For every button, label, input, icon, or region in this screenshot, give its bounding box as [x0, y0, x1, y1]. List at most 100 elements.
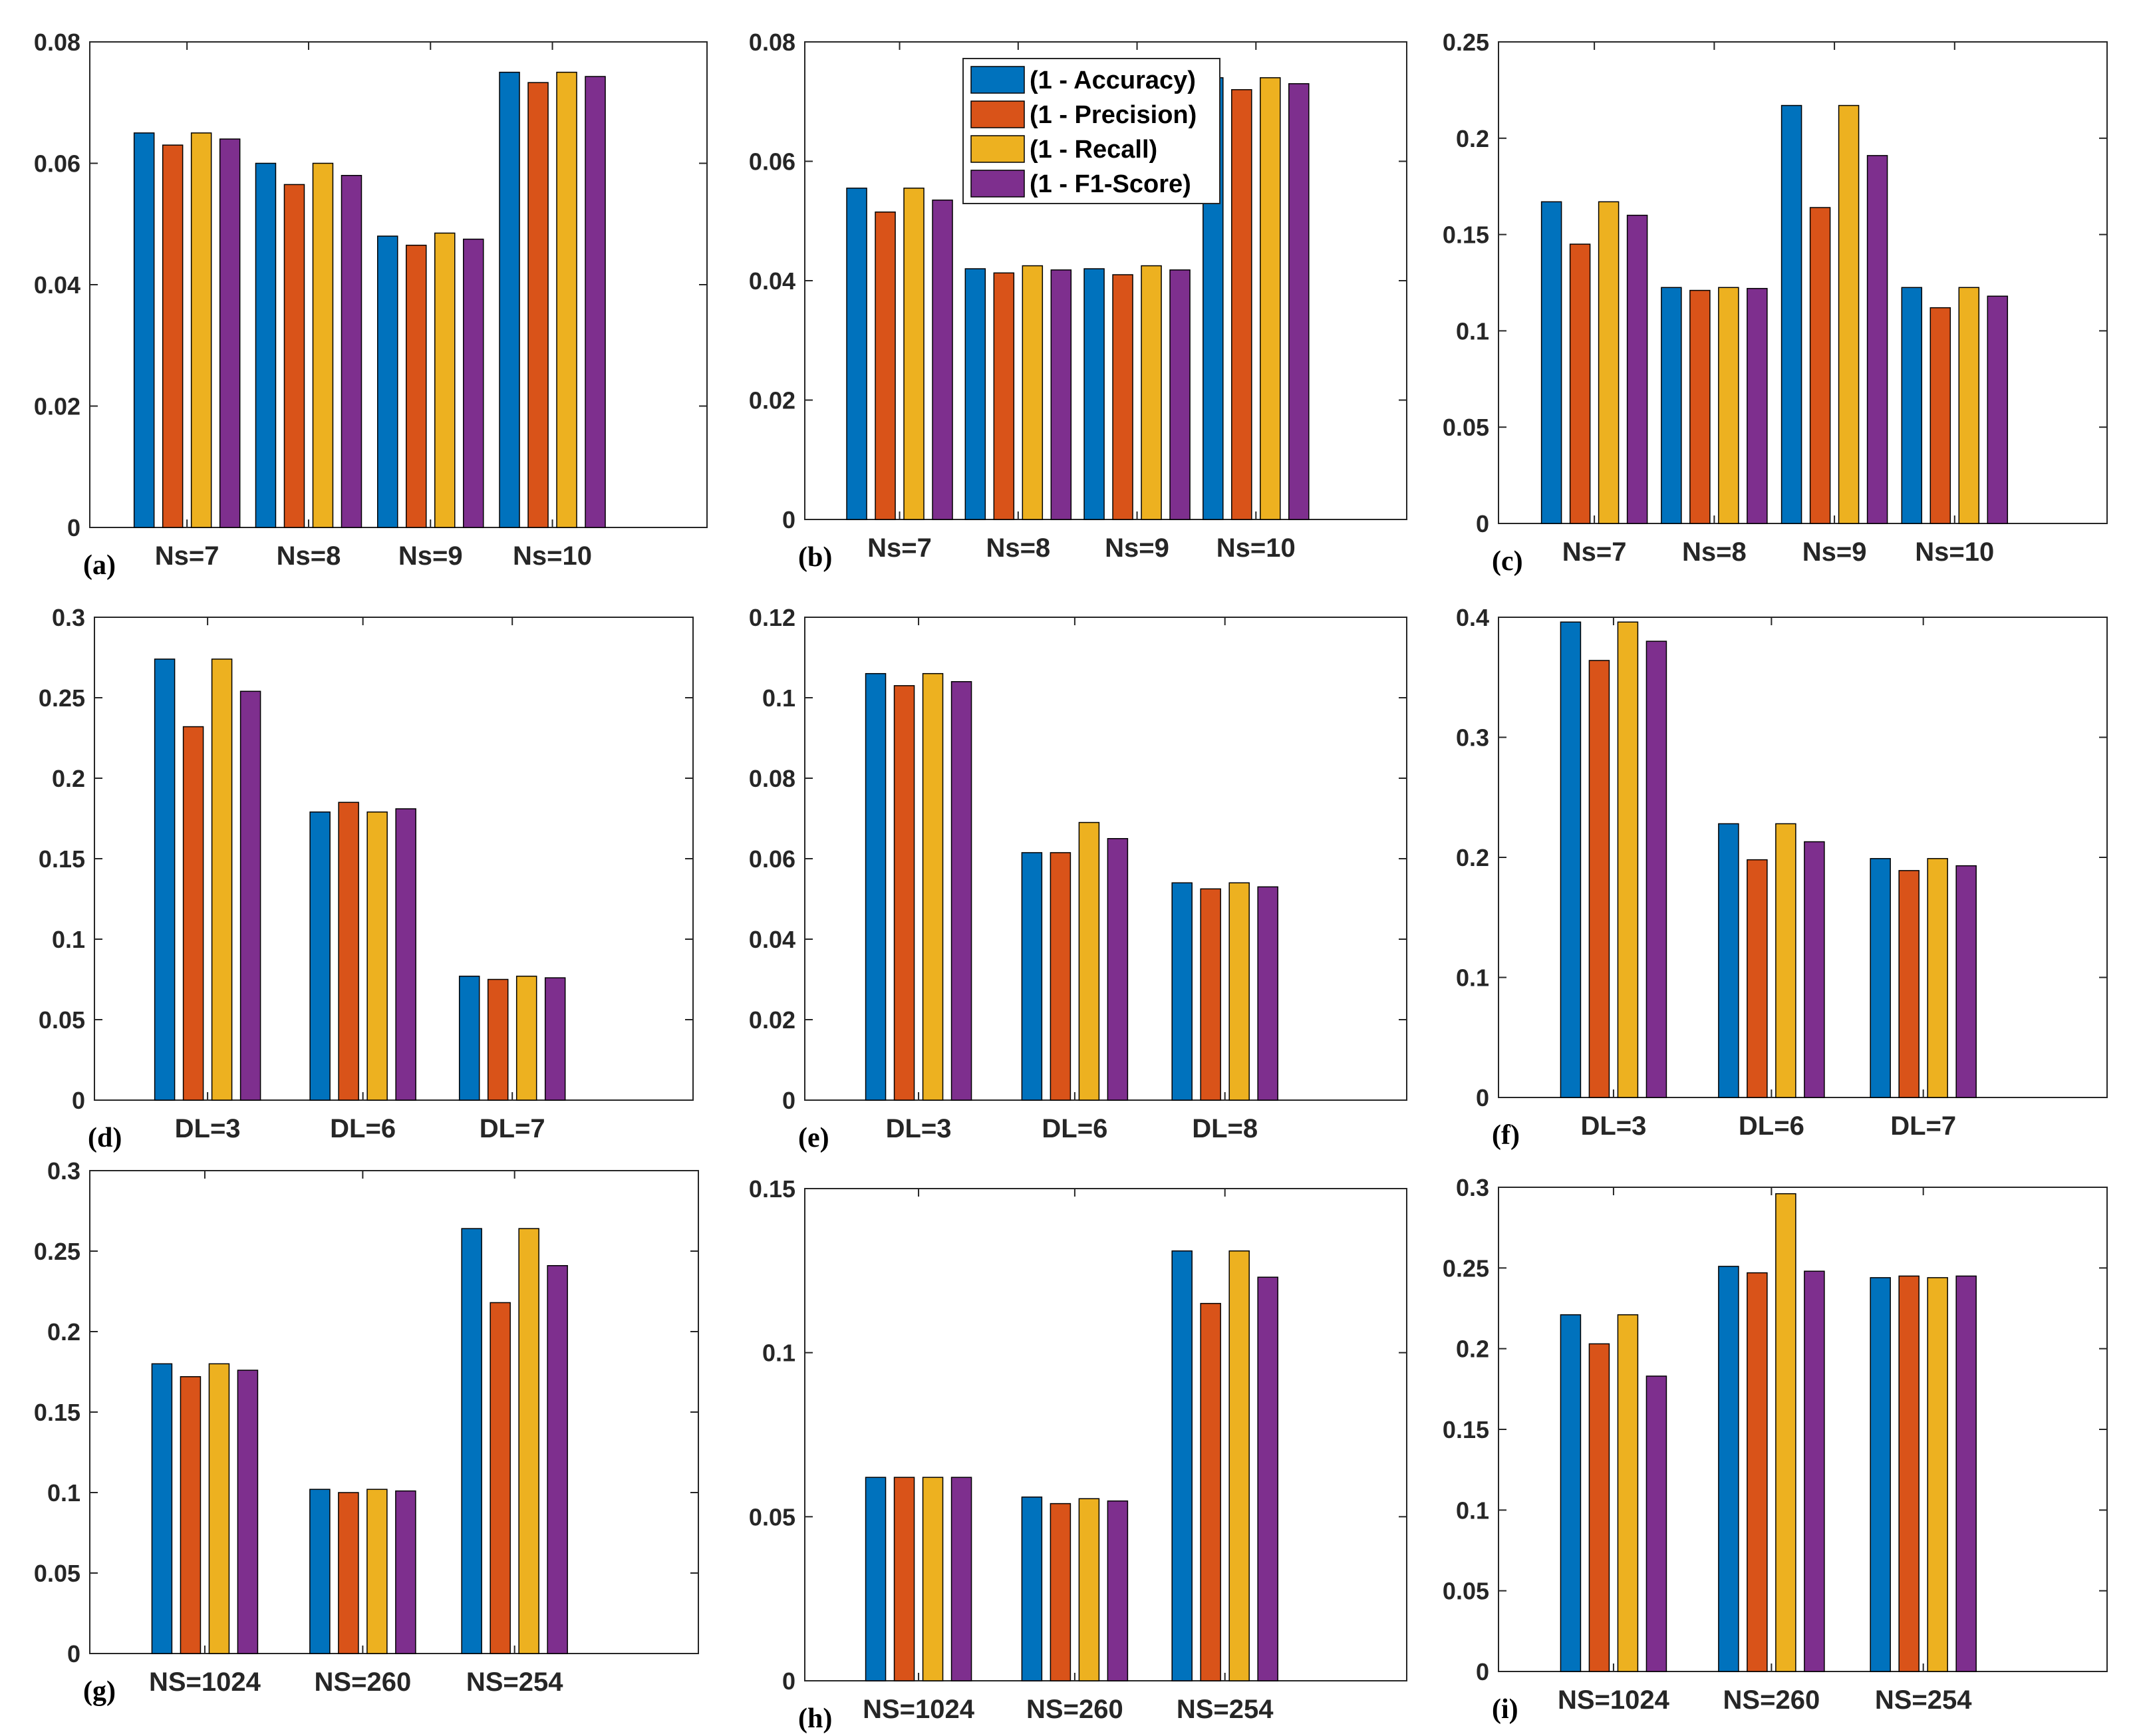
bar-1-recall-dl3 — [1617, 621, 1639, 1098]
y-tick-label: 0.12 — [749, 604, 795, 631]
x-category-label: Ns=7 — [1562, 537, 1627, 567]
legend-swatch — [970, 170, 1025, 198]
x-category-label: NS=1024 — [863, 1695, 975, 1724]
x-category-label: Ns=8 — [1682, 537, 1747, 567]
bar-1-f1-score-dl3 — [239, 690, 261, 1101]
y-tick-label: 0.25 — [34, 1238, 80, 1265]
bar-1-precision-ns8 — [283, 184, 305, 528]
panel-label: (b) — [798, 542, 832, 573]
bar-1-f1-score-ns1024 — [1645, 1375, 1667, 1672]
x-category-label: DL=3 — [1580, 1111, 1646, 1141]
bar-1-recall-dl6 — [366, 811, 388, 1101]
bar-1-recall-ns254 — [518, 1228, 539, 1654]
bar-1-f1-score-ns10 — [585, 76, 606, 528]
bar-1-accuracy-ns9 — [1083, 268, 1105, 520]
y-tick-label: 0.04 — [749, 267, 795, 295]
x-category-label: NS=260 — [315, 1667, 412, 1697]
y-tick-label: 0.02 — [34, 393, 80, 420]
bar-1-recall-ns254 — [1927, 1277, 1948, 1672]
bar-1-recall-ns7 — [190, 132, 212, 528]
legend-swatch — [970, 100, 1025, 128]
panel-label: (e) — [798, 1123, 829, 1153]
bar-1-precision-ns9 — [1809, 207, 1831, 524]
panel-label: (i) — [1492, 1694, 1518, 1725]
x-category-label: NS=1024 — [149, 1667, 261, 1697]
plot-area — [804, 1188, 1407, 1681]
bar-1-f1-score-ns9 — [1169, 269, 1191, 520]
bar-1-f1-score-dl8 — [1257, 886, 1278, 1101]
y-tick-label: 0.2 — [1456, 1336, 1489, 1363]
y-tick-label: 0.05 — [1443, 1578, 1489, 1605]
y-tick-label: 0.3 — [47, 1157, 80, 1185]
bar-1-f1-score-ns7 — [932, 200, 953, 520]
y-tick-label: 0.3 — [1456, 1174, 1489, 1201]
y-tick-label: 0.25 — [39, 684, 85, 712]
y-tick-label: 0.2 — [1456, 844, 1489, 871]
bar-1-precision-ns260 — [1050, 1503, 1071, 1681]
bar-1-precision-ns9 — [1112, 274, 1133, 520]
bar-1-accuracy-dl6 — [1718, 823, 1739, 1098]
bar-1-accuracy-ns1024 — [1560, 1314, 1582, 1672]
chart-panel-e: 0 0.02 0.04 0.06 0.08 0.1 0.12 DL=3 DL=6 DL=8 (e) — [749, 604, 1407, 1153]
x-category-label: Ns=9 — [1802, 537, 1867, 567]
bar-1-f1-score-dl3 — [950, 681, 972, 1101]
x-category-label: NS=260 — [1026, 1695, 1123, 1724]
x-category-label: DL=7 — [480, 1114, 545, 1143]
bar-1-precision-dl6 — [1050, 852, 1071, 1101]
bar-1-accuracy-dl6 — [1021, 852, 1043, 1101]
bar-1-accuracy-ns10 — [499, 71, 520, 528]
bar-1-f1-score-dl6 — [1804, 841, 1825, 1098]
bar-1-precision-dl3 — [1588, 660, 1610, 1098]
chart-panel-a: 0 0.02 0.04 0.06 0.08 Ns=7 Ns=8 Ns=9 Ns=10 (a) — [34, 29, 708, 581]
chart-panel-d: 0 0.05 0.1 0.15 0.2 0.25 0.3 DL=3 DL=6 DL=7 (d) — [39, 604, 694, 1153]
y-tick-label: 0.08 — [749, 765, 795, 792]
y-tick-label: 0.1 — [47, 1479, 80, 1507]
bar-1-recall-ns9 — [1838, 104, 1860, 524]
y-tick-label: 0.04 — [34, 271, 80, 299]
bar-1-recall-dl7 — [1927, 858, 1948, 1098]
bar-1-recall-dl6 — [1775, 823, 1796, 1098]
x-category-label: NS=254 — [1177, 1695, 1274, 1724]
bar-1-accuracy-ns254 — [1171, 1250, 1193, 1681]
bar-1-accuracy-dl3 — [865, 672, 887, 1101]
y-tick-label: 0.1 — [52, 926, 85, 953]
y-tick-label: 0.02 — [749, 1006, 795, 1034]
x-category-label: Ns=7 — [867, 533, 932, 563]
chart-panel-h: 0 0.05 0.1 0.15 NS=1024 NS=260 NS=254 (h) — [749, 1175, 1407, 1734]
bar-1-precision-dl3 — [182, 726, 204, 1101]
bar-1-precision-dl6 — [338, 801, 359, 1101]
bar-1-recall-ns260 — [1775, 1193, 1796, 1672]
bar-1-accuracy-ns8 — [964, 268, 986, 520]
y-tick-label: 0 — [782, 1667, 795, 1695]
y-tick-label: 0.05 — [34, 1560, 80, 1587]
legend-swatch — [970, 66, 1025, 94]
bar-1-f1-score-ns254 — [1955, 1275, 1977, 1672]
bar-1-accuracy-ns260 — [1021, 1496, 1043, 1681]
y-tick-label: 0.05 — [749, 1503, 795, 1530]
bar-1-recall-ns260 — [366, 1489, 388, 1654]
x-category-label: Ns=10 — [1216, 533, 1296, 563]
y-tick-label: 0.15 — [749, 1175, 795, 1203]
bar-1-accuracy-dl6 — [309, 811, 331, 1101]
bar-1-precision-ns1024 — [180, 1376, 202, 1654]
bar-1-f1-score-ns9 — [463, 238, 484, 528]
bar-1-recall-ns7 — [1598, 201, 1620, 524]
bar-1-f1-score-dl7 — [1955, 865, 1977, 1098]
bar-1-f1-score-ns260 — [1804, 1270, 1825, 1672]
x-category-label: NS=1024 — [1558, 1685, 1670, 1715]
bar-1-recall-ns10 — [556, 71, 577, 528]
y-tick-label: 0.08 — [749, 29, 795, 56]
bar-1-f1-score-dl3 — [1645, 641, 1667, 1098]
bar-1-precision-dl8 — [1200, 888, 1221, 1101]
bar-1-recall-ns254 — [1228, 1250, 1250, 1681]
bar-1-accuracy-dl3 — [154, 658, 176, 1101]
bar-1-recall-dl6 — [1078, 821, 1100, 1101]
y-tick-label: 0.06 — [749, 148, 795, 176]
bar-1-accuracy-dl3 — [1560, 621, 1582, 1098]
bar-1-recall-ns9 — [1141, 265, 1162, 520]
chart-panel-g: 0 0.05 0.1 0.15 0.2 0.25 0.3 NS=1024 NS=260 NS=25… — [34, 1157, 699, 1707]
bar-1-accuracy-ns254 — [1870, 1277, 1891, 1672]
panel-label: (a) — [83, 550, 116, 581]
bar-1-precision-ns10 — [527, 82, 549, 528]
